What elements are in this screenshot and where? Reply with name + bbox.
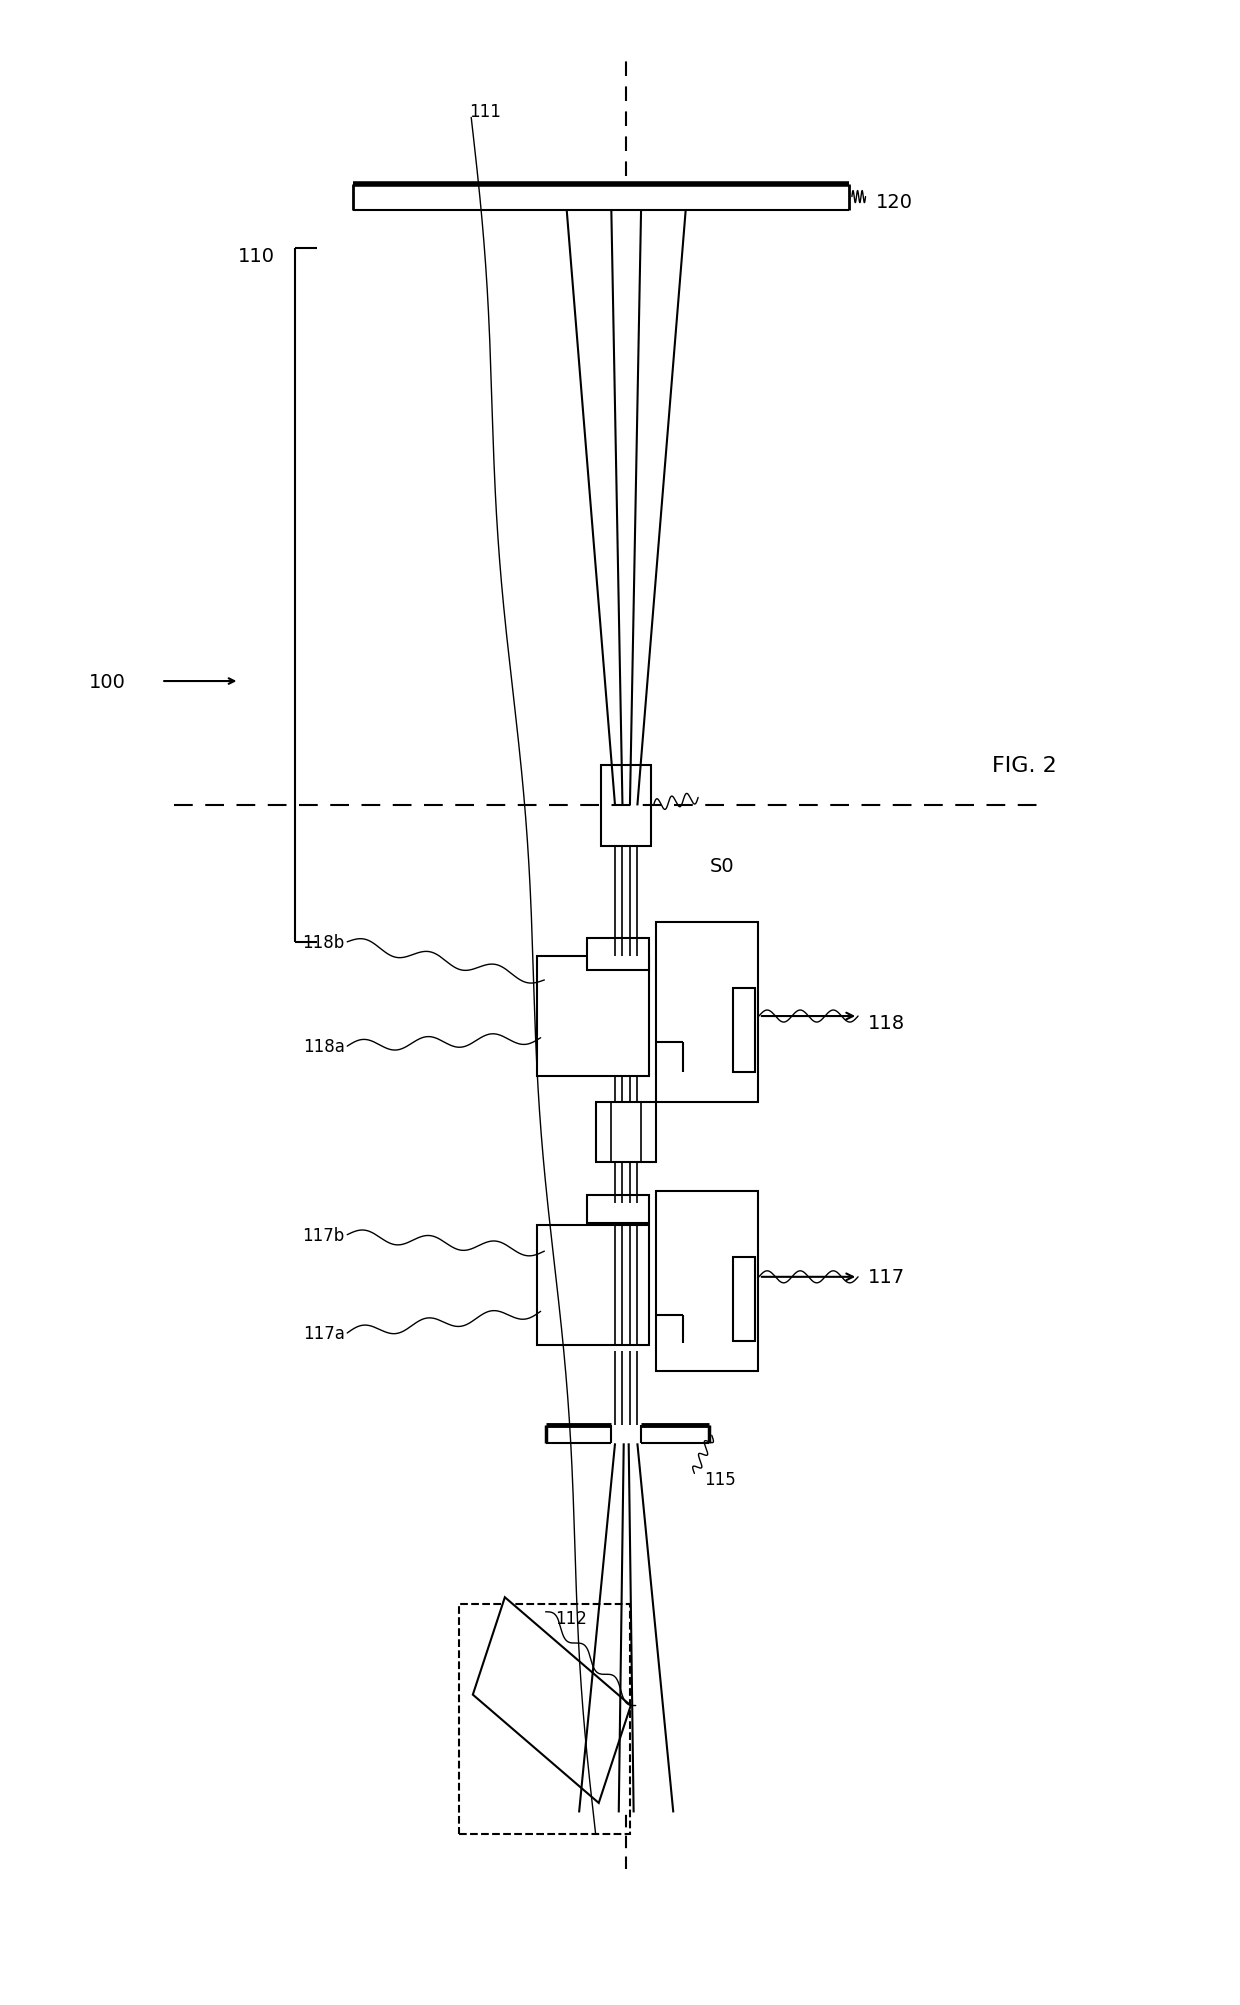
Bar bbox=[587, 938, 649, 970]
Polygon shape bbox=[472, 1598, 631, 1802]
Text: 110: 110 bbox=[238, 247, 275, 267]
Text: 118: 118 bbox=[868, 1013, 905, 1033]
Text: 120: 120 bbox=[875, 192, 913, 213]
Bar bbox=[656, 1191, 758, 1371]
Bar bbox=[537, 956, 649, 1077]
Text: 115: 115 bbox=[704, 1472, 737, 1488]
Bar bbox=[601, 766, 651, 846]
Text: 118b: 118b bbox=[303, 934, 345, 950]
Text: 117a: 117a bbox=[303, 1325, 345, 1341]
Text: 118a: 118a bbox=[303, 1039, 345, 1055]
Text: S0: S0 bbox=[709, 856, 734, 876]
Text: 112: 112 bbox=[556, 1610, 588, 1626]
Bar bbox=[537, 1225, 649, 1345]
Text: 117b: 117b bbox=[303, 1227, 345, 1243]
Bar bbox=[459, 1604, 630, 1835]
Text: 117: 117 bbox=[868, 1267, 905, 1287]
Bar bbox=[733, 988, 755, 1073]
Text: 111: 111 bbox=[469, 104, 501, 120]
Text: 100: 100 bbox=[89, 672, 126, 692]
Bar bbox=[587, 1195, 649, 1223]
Bar bbox=[733, 1257, 755, 1341]
Bar bbox=[596, 1103, 656, 1163]
Bar bbox=[656, 922, 758, 1103]
Text: FIG. 2: FIG. 2 bbox=[992, 756, 1056, 776]
